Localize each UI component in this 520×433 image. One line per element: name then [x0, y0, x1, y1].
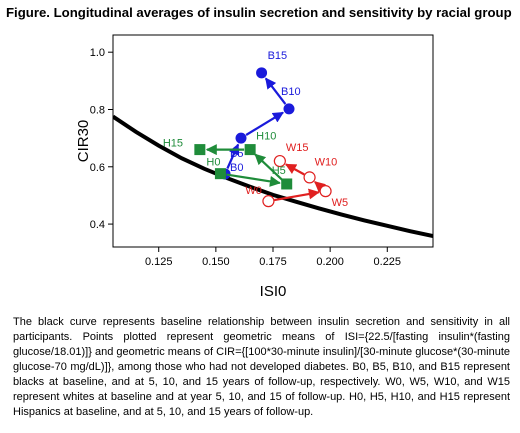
- point-w10: [303, 171, 316, 184]
- point-label-w15: W15: [286, 142, 309, 154]
- y-axis-ticks: 0.4 0.6 0.8 1.0: [90, 47, 113, 231]
- arrow-b10-to-b15: [264, 77, 287, 105]
- arrow-w5-to-w10: [314, 181, 326, 193]
- x-tick-label: 0.150: [202, 256, 230, 268]
- point-h0: [214, 168, 226, 180]
- point-w0: [262, 195, 275, 208]
- point-label-w5: W5: [332, 197, 349, 209]
- x-tick-label: 0.200: [316, 256, 344, 268]
- x-tick-label: 0.175: [259, 256, 287, 268]
- arrow-b5-to-b10: [245, 111, 284, 136]
- y-tick-label: 1.0: [90, 47, 105, 59]
- curve-layer: [113, 114, 433, 239]
- point-label-h10: H10: [256, 131, 276, 143]
- point-label-b0: B0: [230, 162, 243, 174]
- point-label-b5: B5: [230, 148, 243, 160]
- point-b5: [235, 132, 247, 144]
- point-w15: [273, 154, 286, 168]
- x-tick-label: 0.125: [145, 256, 173, 268]
- point-b10: [283, 103, 295, 115]
- y-tick-label: 0.8: [90, 104, 105, 116]
- arrow-h5-to-h10: [254, 153, 284, 181]
- x-axis-ticks: 0.125 0.150 0.175 0.200 0.225: [145, 247, 401, 268]
- point-label-h15: H15: [163, 138, 183, 150]
- y-tick-label: 0.4: [90, 219, 105, 231]
- series-whites: W0 W5 W10 W15: [245, 142, 348, 209]
- point-label-b10: B10: [281, 86, 301, 98]
- x-axis-label: ISI0: [260, 283, 287, 300]
- figure-caption: The black curve represents baseline rela…: [13, 316, 510, 418]
- arrow-w0-to-w5: [274, 188, 320, 202]
- arrow-h0-to-h5: [226, 173, 281, 187]
- point-label-h0: H0: [206, 157, 220, 169]
- point-h15: [194, 144, 206, 156]
- y-axis-label: CIR30: [75, 120, 92, 163]
- point-label-b15: B15: [268, 50, 288, 62]
- series-hispanics: H0 H5 H10 H15: [163, 131, 293, 190]
- figure-title: Figure. Longitudinal averages of insulin…: [6, 5, 512, 20]
- point-h5: [281, 178, 293, 190]
- point-label-w0: W0: [245, 185, 262, 197]
- point-label-w10: W10: [315, 156, 338, 168]
- series-layer: B0 B5 B10 B15 W0 W5 W10 W15 H0 H5 H10 H15: [163, 50, 348, 209]
- x-tick-label: 0.225: [374, 256, 402, 268]
- baseline-curve: [113, 114, 433, 239]
- point-w5: [319, 185, 332, 198]
- chart: 0.125 0.150 0.175 0.200 0.225 0.4 0.6 0.8 1.0 I…: [75, 34, 434, 300]
- y-tick-label: 0.6: [90, 162, 105, 174]
- point-h10: [244, 144, 256, 156]
- point-b15: [256, 67, 268, 79]
- point-label-h5: H5: [272, 165, 286, 177]
- arrow-w10-to-w15: [285, 163, 305, 176]
